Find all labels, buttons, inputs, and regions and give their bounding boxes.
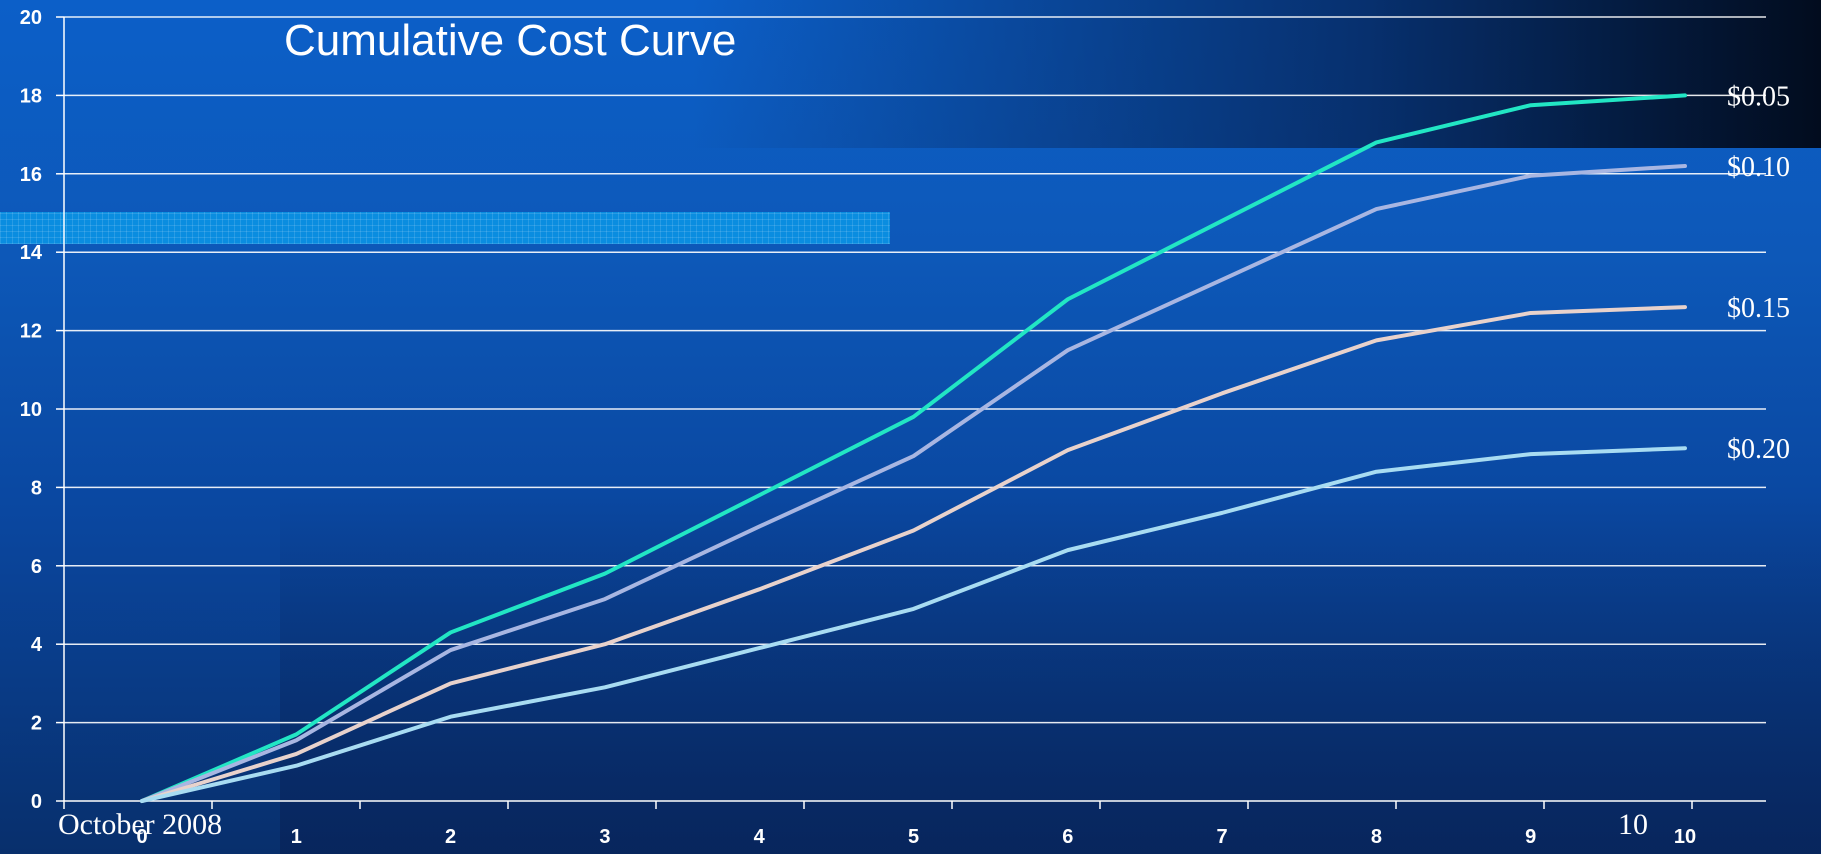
series-label-0: $0.05 [1727,81,1790,112]
series-label-1: $0.10 [1727,152,1790,183]
y-tick-label-0: 0 [31,791,42,813]
y-tick-label-7: 14 [20,242,43,264]
series-label-3: $0.20 [1727,434,1790,465]
x-axis-tick-labels: 0 1 2 3 4 5 6 7 8 9 10 [63,801,1696,848]
y-tick-label-8: 16 [20,164,42,186]
series-labels: $0.05 $0.10 $0.15 $0.20 [1727,81,1790,465]
x-tick-label-7: 7 [1217,826,1228,848]
series-line-0 [140,93,1687,803]
series-line-2 [140,305,1687,803]
y-tick-label-3: 6 [31,556,42,578]
series-line-1 [140,163,1687,803]
background-dark-gradient [0,0,1821,148]
y-tick-label-2: 4 [31,634,43,656]
y-tick-label-6: 12 [20,321,42,343]
x-tick-label-3: 3 [599,826,610,848]
x-tick-label-4: 4 [754,826,766,848]
page-number: 10 [1618,808,1648,841]
y-tick-label-9: 18 [20,85,42,107]
y-tick-label-4: 8 [31,477,42,499]
y-tick-label-5: 10 [20,399,42,421]
x-tick-label-2: 2 [445,826,456,848]
x-tick-label-0: 0 [136,826,147,848]
x-tick-label-6: 6 [1062,826,1073,848]
y-tick-label-1: 2 [31,713,42,735]
x-tick-label-1: 1 [291,826,302,848]
y-axis-tick-labels: 0 2 4 6 8 10 12 14 16 18 20 [20,7,64,813]
x-tick-label-10: 10 [1674,826,1696,848]
x-tick-label-8: 8 [1371,826,1382,848]
series-line-3 [140,446,1687,803]
x-tick-label-9: 9 [1525,826,1536,848]
background-decorative-band [0,212,890,244]
background-lower-shade [280,490,1821,854]
series-label-2: $0.15 [1727,293,1790,324]
footer-date: October 2008 [58,808,222,841]
x-tick-label-5: 5 [908,826,919,848]
chart-series [140,93,1687,803]
chart-title: Cumulative Cost Curve [284,16,736,65]
chart-gridlines [64,16,1766,724]
y-tick-label-10: 20 [20,7,42,29]
